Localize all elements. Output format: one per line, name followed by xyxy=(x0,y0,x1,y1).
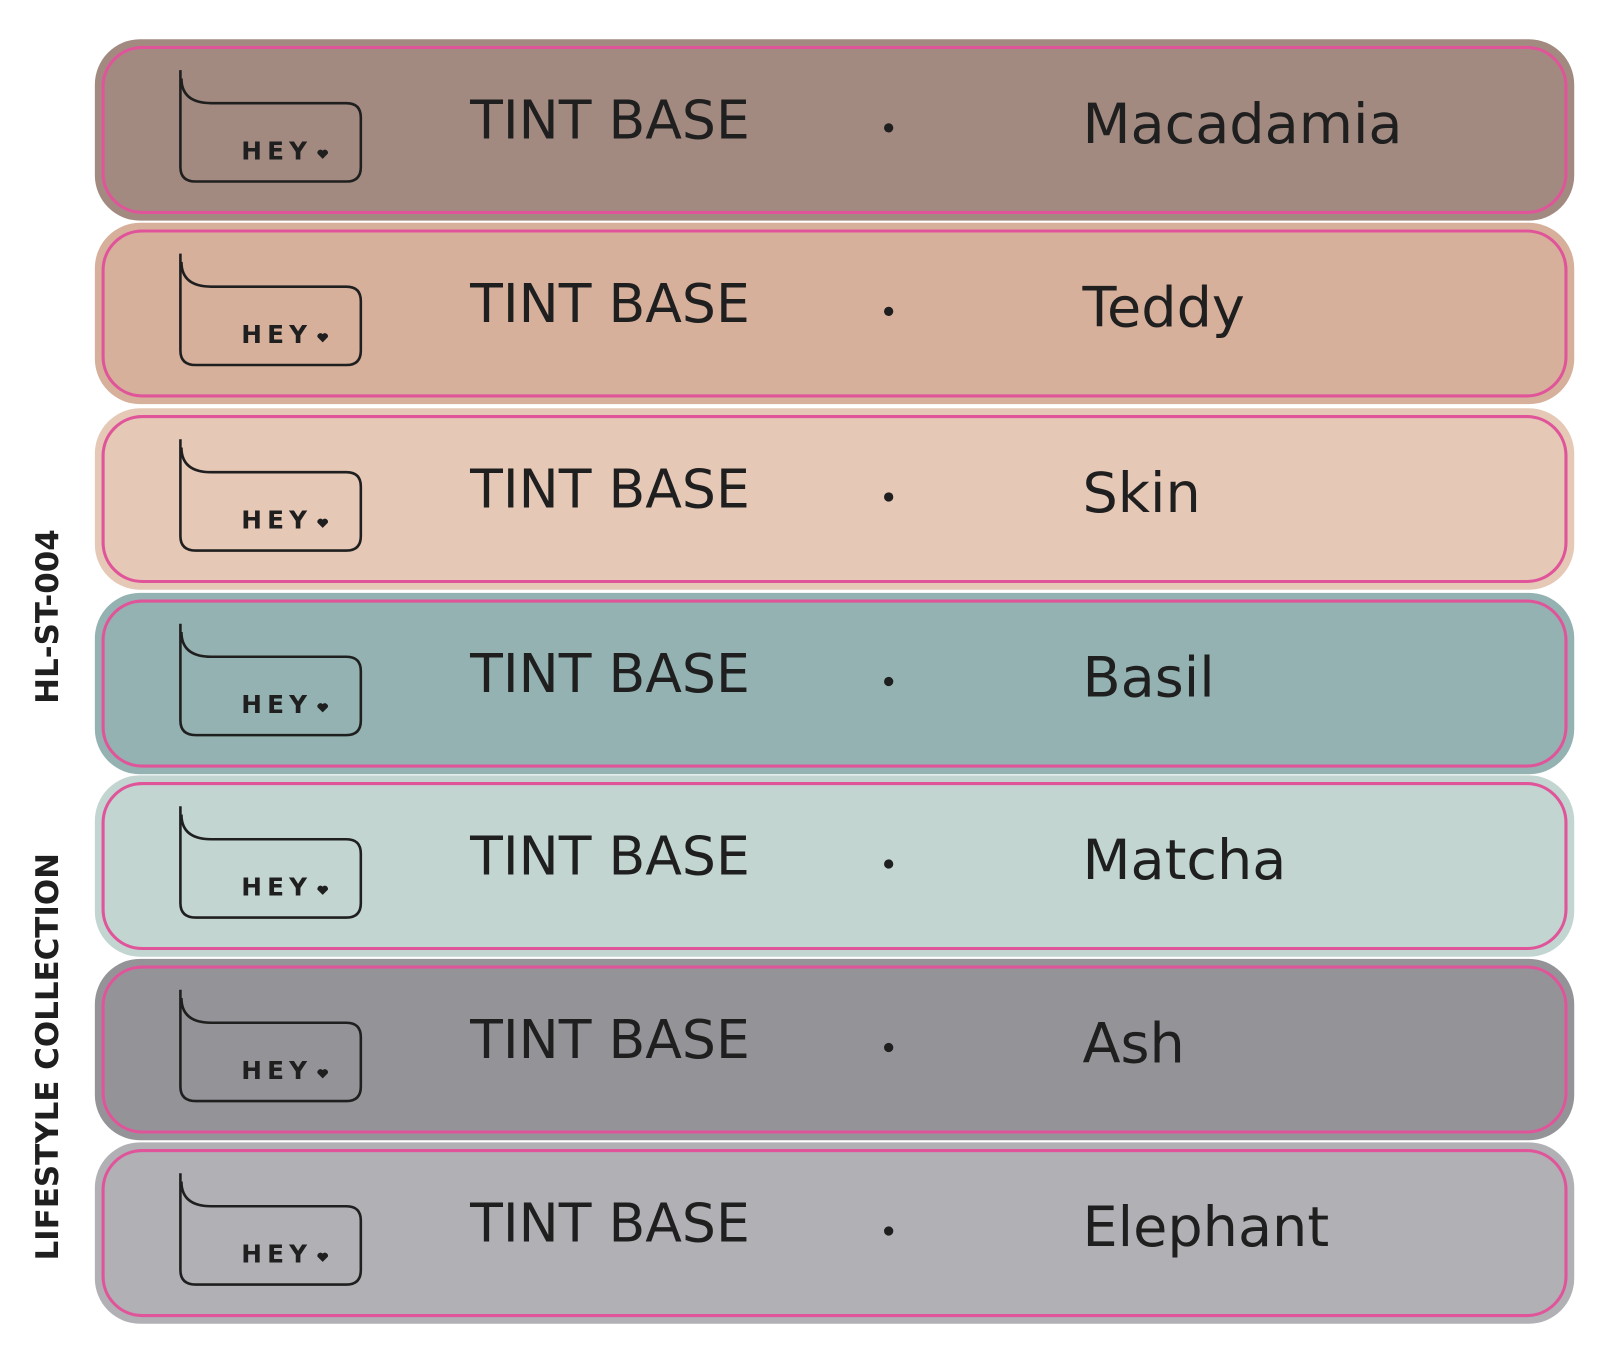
row-border xyxy=(101,782,1568,951)
product-name: TINT BASE xyxy=(469,824,750,887)
logo-text: HEY xyxy=(241,873,312,902)
product-name: TINT BASE xyxy=(469,1008,750,1071)
logo-bubble xyxy=(179,439,363,552)
shade-name: Macadamia xyxy=(1082,92,1402,157)
label-row: HEY TINT BASE Ash xyxy=(94,958,1575,1141)
shade-name: Ash xyxy=(1082,1012,1184,1077)
shade-name: Basil xyxy=(1082,646,1214,711)
row-border xyxy=(101,45,1568,214)
logo-bubble xyxy=(179,623,363,737)
logo-heart xyxy=(317,518,328,528)
logo-text: HEY xyxy=(241,690,312,719)
logo-text: HEY xyxy=(241,320,312,349)
label-row: HEY TINT BASE Elephant xyxy=(94,1142,1575,1324)
row-background xyxy=(94,39,1575,221)
logo-bubble xyxy=(179,806,363,919)
row-border xyxy=(101,1149,1568,1318)
shade-name: Elephant xyxy=(1082,1195,1329,1260)
separator-dot xyxy=(884,306,894,317)
logo-text: HEY xyxy=(241,1056,312,1085)
shade-name: Skin xyxy=(1082,461,1200,526)
product-name: TINT BASE xyxy=(469,88,750,151)
row-background xyxy=(94,1142,1575,1324)
logo-heart xyxy=(317,1252,328,1262)
separator-dot xyxy=(884,1042,894,1053)
separator-dot xyxy=(884,1226,894,1236)
logo-text: HEY xyxy=(241,1240,312,1269)
logo-text: HEY xyxy=(241,506,312,535)
separator-dot xyxy=(884,123,894,133)
row-background xyxy=(94,958,1575,1141)
separator-dot xyxy=(884,492,894,502)
label-row: HEY TINT BASE Skin xyxy=(94,408,1575,590)
separator-dot xyxy=(884,859,894,869)
row-background xyxy=(94,775,1575,957)
label-row: HEY TINT BASE Basil xyxy=(94,592,1575,775)
row-border xyxy=(101,599,1568,768)
code-label: HL-ST-004 xyxy=(30,529,66,704)
logo-heart xyxy=(317,885,328,895)
row-border xyxy=(101,965,1568,1134)
label-row: HEY TINT BASE Matcha xyxy=(94,775,1575,957)
product-name: TINT BASE xyxy=(469,272,750,335)
label-row: HEY TINT BASE Teddy xyxy=(94,222,1575,405)
shade-name: Matcha xyxy=(1082,828,1286,893)
separator-dot xyxy=(884,676,894,687)
row-border xyxy=(101,229,1568,398)
logo-bubble xyxy=(179,989,363,1103)
logo-bubble xyxy=(179,253,363,367)
logo-heart xyxy=(317,703,328,713)
shade-name: Teddy xyxy=(1081,276,1244,341)
row-border xyxy=(101,415,1568,584)
product-name: TINT BASE xyxy=(469,457,750,520)
product-name: TINT BASE xyxy=(469,642,750,705)
row-background xyxy=(94,222,1575,405)
logo-bubble xyxy=(179,1173,363,1286)
label-row: HEY TINT BASE Macadamia xyxy=(94,39,1575,221)
logo-bubble xyxy=(179,70,363,183)
row-background xyxy=(94,592,1575,775)
logo-heart xyxy=(317,1069,328,1079)
logo-heart xyxy=(317,333,328,343)
product-name: TINT BASE xyxy=(469,1192,750,1255)
row-background xyxy=(94,408,1575,590)
collection-label: LIFESTYLE COLLECTION xyxy=(30,853,66,1261)
logo-heart xyxy=(317,149,328,159)
logo-text: HEY xyxy=(241,137,312,166)
